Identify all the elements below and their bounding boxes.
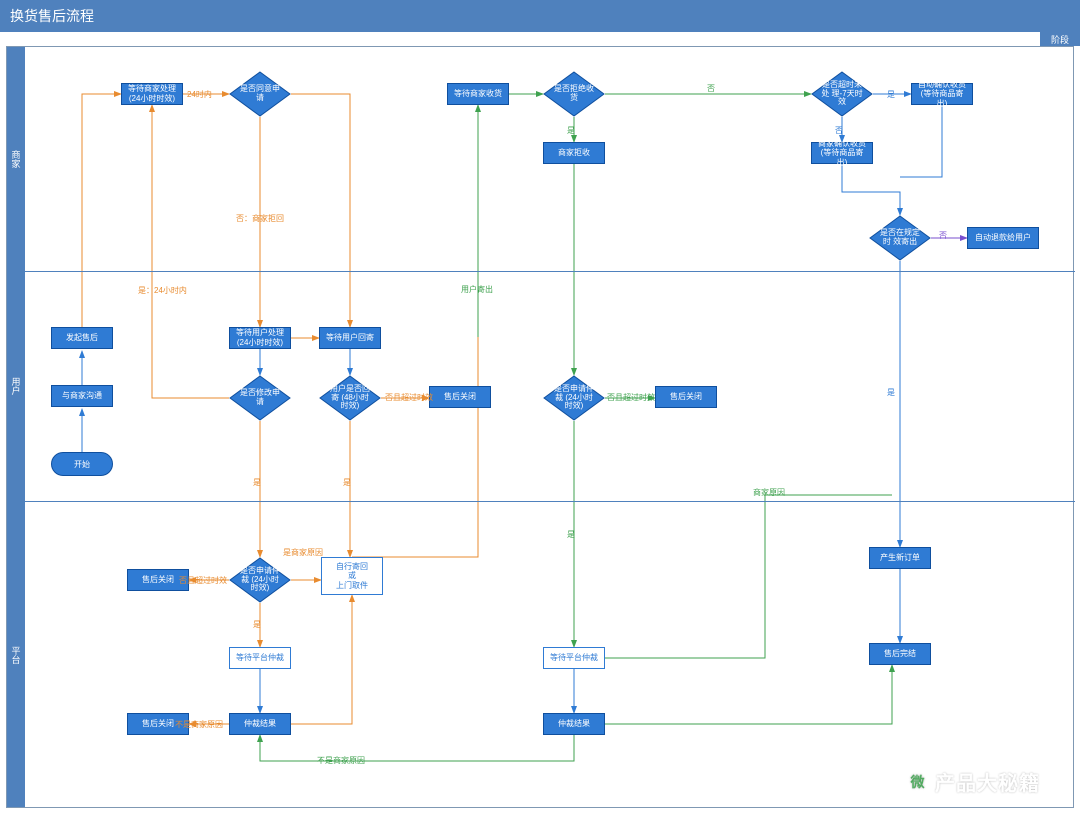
node-n_ontime: 是否在规定时 效寄出 bbox=[869, 215, 931, 261]
lane-label-user: 用户 bbox=[7, 271, 25, 501]
edge-label-l10: 不是商家原因 bbox=[175, 719, 223, 730]
edge-label-l7: 是商家原因 bbox=[283, 547, 323, 558]
edge-label-l6: 否且超过时效 bbox=[385, 392, 433, 403]
title-bar: 换货售后流程 bbox=[0, 0, 1080, 32]
node-label: 是否同意申请 bbox=[238, 85, 281, 103]
node-label: 是否在规定时 效寄出 bbox=[878, 229, 921, 247]
edge-label-l13: 否 bbox=[707, 83, 715, 94]
node-n_arb_res1: 仲裁结果 bbox=[229, 713, 291, 735]
watermark: 微 产品大秘籍 bbox=[907, 767, 1040, 796]
wechat-icon: 微 bbox=[907, 771, 929, 793]
edge-label-l4: 是 bbox=[253, 477, 261, 488]
node-n_apply_arb: 是否申请仲裁 (24小时时效) bbox=[229, 557, 291, 603]
node-label: 是否拒绝收货 bbox=[552, 85, 595, 103]
node-n_wait_ship: 等待用户回寄 bbox=[319, 327, 381, 349]
node-n_reject_recv: 是否拒绝收货 bbox=[543, 71, 605, 117]
lane-label-platform: 平台 bbox=[7, 501, 25, 809]
node-n_wait_m: 等待商家处理(24小时时效) bbox=[121, 83, 183, 105]
node-label: 是否申请仲裁 (24小时时效) bbox=[238, 567, 281, 593]
watermark-text: 产品大秘籍 bbox=[935, 767, 1040, 796]
node-n_modify: 是否修改申请 bbox=[229, 375, 291, 421]
node-n_u_ship: 用户是否回寄 (48小时时效) bbox=[319, 375, 381, 421]
edge-label-l17: 不是商家原因 bbox=[317, 755, 365, 766]
lane-label-merchant: 商家 bbox=[7, 47, 25, 271]
node-n_start: 开始 bbox=[51, 452, 113, 476]
edge-label-l18: 是 bbox=[887, 89, 895, 100]
node-label: 是否申请仲裁 (24小时时效) bbox=[552, 385, 595, 411]
node-n_close1: 售后关闭 bbox=[429, 386, 491, 408]
node-n_done: 售后完结 bbox=[869, 643, 931, 665]
node-n_m_reject: 商家拒收 bbox=[543, 142, 605, 164]
node-n_timeout: 是否超时未处 理-7天时效 bbox=[811, 71, 873, 117]
edge-label-l3: 是：24小时内 bbox=[138, 285, 187, 296]
edge-label-l1: 24时内 bbox=[187, 89, 212, 100]
edges-svg bbox=[7, 47, 1075, 809]
edge-label-l9: 是 bbox=[253, 619, 261, 630]
node-n_wait_recv: 等待商家收货 bbox=[447, 83, 509, 105]
node-n_self_ship: 自行寄回或上门取件 bbox=[321, 557, 383, 595]
node-n_new_order: 产生新订单 bbox=[869, 547, 931, 569]
node-label: 用户是否回寄 (48小时时效) bbox=[328, 385, 371, 411]
node-label: 是否超时未处 理-7天时效 bbox=[820, 81, 863, 107]
edge-label-l11: 用户寄出 bbox=[461, 284, 493, 295]
node-n_wait_u: 等待用户处理(24小时时效) bbox=[229, 327, 291, 349]
node-n_auto_conf: 自动确认收货(等待商品寄出) bbox=[911, 83, 973, 105]
flow-diagram: 商家用户平台 开始 与商家沟通 发起售后 等待商家处理(24小时时效) 是否同意申请等待用… bbox=[6, 46, 1074, 808]
edge-label-l12: 是 bbox=[567, 125, 575, 136]
node-n_wait_arb1: 等待平台仲裁 bbox=[229, 647, 291, 669]
edge-label-l5: 是 bbox=[343, 477, 351, 488]
edge-label-l14: 否且超过时效 bbox=[607, 392, 655, 403]
edge-label-l20: 是 bbox=[887, 387, 895, 398]
node-n_agree: 是否同意申请 bbox=[229, 71, 291, 117]
node-n_wait_arb2: 等待平台仲裁 bbox=[543, 647, 605, 669]
edge-label-l2: 否：商家拒回 bbox=[236, 213, 284, 224]
node-n_auto_refund: 自动退款给用户 bbox=[967, 227, 1039, 249]
node-n_comm: 与商家沟通 bbox=[51, 385, 113, 407]
node-label: 是否修改申请 bbox=[238, 389, 281, 407]
edge-label-l16: 商家原因 bbox=[753, 487, 785, 498]
stage-tab: 阶段 bbox=[1040, 32, 1080, 46]
node-n_launch: 发起售后 bbox=[51, 327, 113, 349]
lane-separator bbox=[7, 501, 1075, 502]
lane-separator bbox=[7, 271, 1075, 272]
edge-label-l21: 否 bbox=[939, 230, 947, 241]
edge-label-l15: 是 bbox=[567, 529, 575, 540]
node-n_m_conf: 商家确认收货(等待商品寄出) bbox=[811, 142, 873, 164]
node-n_apply_arb2: 是否申请仲裁 (24小时时效) bbox=[543, 375, 605, 421]
edge-label-l19: 否 bbox=[835, 125, 843, 136]
edge-label-l8: 否且超过时效 bbox=[179, 575, 227, 586]
node-n_arb_res2: 仲裁结果 bbox=[543, 713, 605, 735]
node-n_close4: 售后关闭 bbox=[655, 386, 717, 408]
page-title: 换货售后流程 bbox=[10, 6, 94, 26]
